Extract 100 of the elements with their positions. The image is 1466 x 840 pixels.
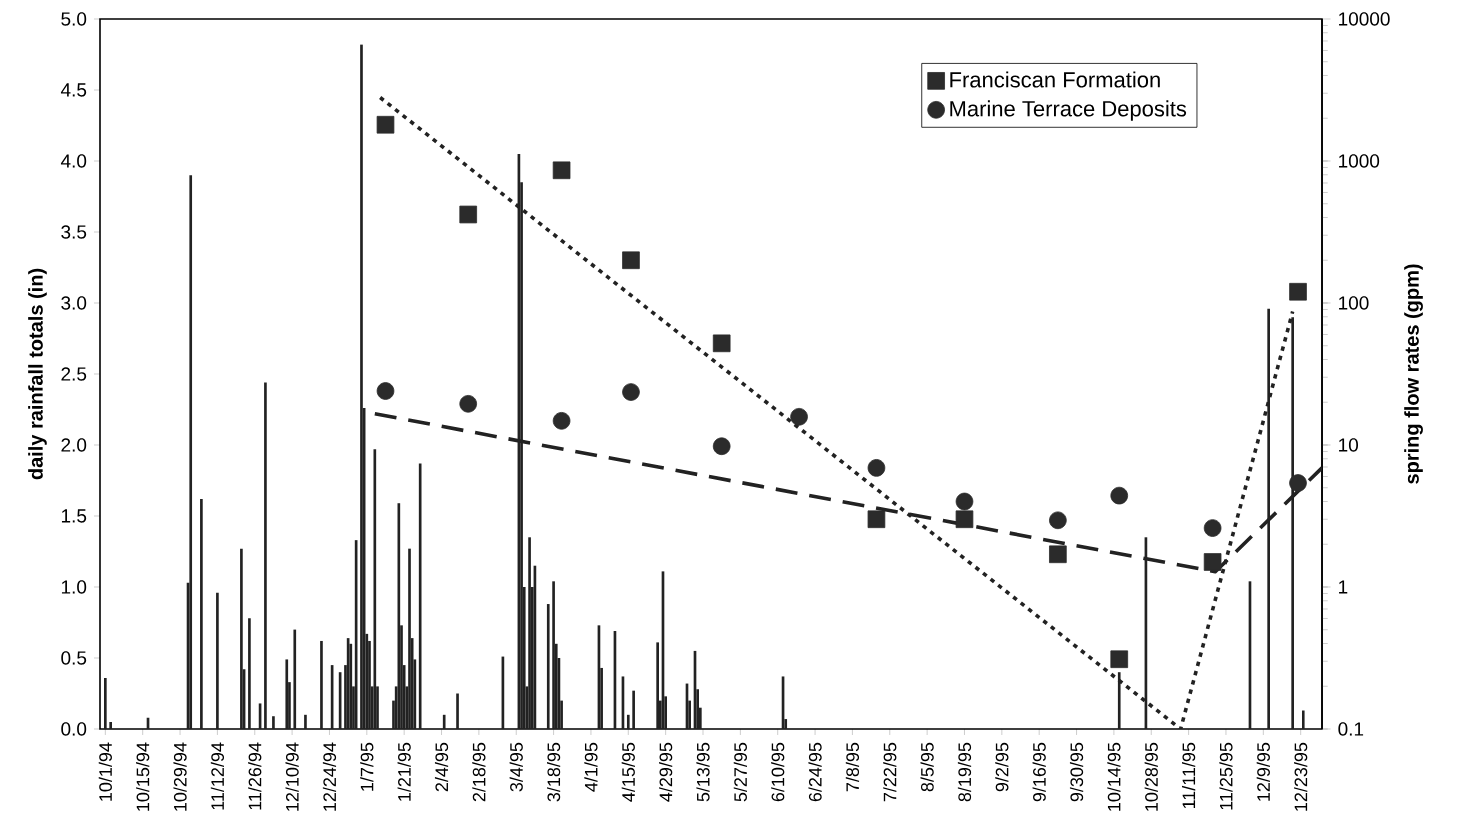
x-tick-label: 10/28/95: [1144, 742, 1158, 811]
bar: [408, 548, 411, 729]
bar: [264, 382, 267, 729]
legend-label: Marine Terrace Deposits: [950, 100, 1187, 121]
x-tick-label: 12/10/94: [285, 742, 299, 811]
x-tick-label: 10/15/94: [136, 742, 150, 811]
point: [552, 161, 571, 180]
x-tick-label: 5/27/95: [733, 742, 747, 802]
x-tick-label: 10/14/95: [1107, 742, 1121, 811]
bar: [360, 44, 363, 729]
bar: [285, 659, 289, 729]
point: [622, 383, 640, 401]
bar: [189, 175, 193, 729]
y2-tick-label: 10: [1339, 438, 1359, 452]
point: [376, 382, 395, 400]
x-tick-label: 2/4/95: [434, 742, 449, 792]
point: [1049, 511, 1067, 530]
y-tick-label: 2.0: [61, 438, 87, 452]
bar: [456, 693, 459, 729]
bar: [240, 548, 243, 729]
point: [867, 459, 886, 477]
point: [459, 205, 478, 224]
x-tick-label: 8/19/95: [957, 742, 972, 802]
bar: [656, 642, 659, 729]
bar: [320, 640, 323, 729]
bar: [546, 604, 550, 729]
point: [552, 412, 571, 430]
legend-label: Franciscan Formation: [950, 71, 1160, 88]
bar: [552, 581, 555, 729]
x-tick-label: 4/15/95: [621, 742, 635, 802]
x-tick-label: 6/24/95: [808, 742, 822, 802]
x-tick-label: 10/29/94: [173, 742, 187, 811]
x-tick-label: 11/25/95: [1219, 742, 1233, 810]
bar: [200, 498, 203, 729]
y-tick-label: 0.5: [61, 651, 87, 665]
point: [1110, 486, 1129, 505]
x-tick-label: 9/30/95: [1069, 742, 1084, 802]
bar: [304, 714, 307, 729]
point: [459, 395, 478, 413]
bar: [293, 629, 297, 729]
x-tick-label: 11/11/95: [1181, 742, 1196, 809]
y2-tick-label: 0.1: [1338, 722, 1364, 736]
y-tick-label: 3.0: [61, 296, 87, 310]
x-tick-label: 7/8/95: [845, 742, 860, 792]
bar: [626, 714, 630, 729]
x-tick-label: 5/13/95: [696, 742, 710, 802]
y2-tick-label: 1: [1339, 580, 1348, 594]
y-axis-title: daily rainfall totals (in): [28, 268, 47, 480]
bar: [528, 537, 531, 729]
x-tick-label: 3/18/95: [546, 742, 561, 802]
y-tick-label: 1.0: [61, 580, 87, 594]
x-tick-label: 11/12/94: [210, 742, 225, 810]
point: [1049, 545, 1067, 564]
x-tick-label: 11/26/94: [248, 742, 262, 810]
y-tick-label: 5.0: [61, 12, 87, 26]
x-tick-label: 4/29/95: [659, 742, 673, 802]
point: [867, 510, 886, 529]
x-tick-label: 12/23/95: [1294, 742, 1308, 811]
point: [1289, 474, 1307, 492]
y-tick-label: 4.0: [60, 154, 87, 168]
bar: [109, 721, 112, 729]
y-tick-label: 3.5: [61, 225, 87, 239]
x-tick-label: 9/16/95: [1032, 742, 1046, 802]
point: [712, 334, 731, 353]
y2-tick-label: 1000: [1339, 154, 1380, 168]
point: [955, 492, 974, 511]
point: [1289, 282, 1307, 301]
x-tick-label: 9/2/95: [995, 742, 1009, 792]
bar: [248, 618, 251, 729]
y-tick-label: 0.0: [61, 722, 87, 736]
point: [1203, 519, 1222, 537]
y-tick-label: 2.5: [61, 367, 87, 381]
point: [712, 437, 731, 456]
point: [376, 115, 395, 134]
bar: [104, 677, 107, 729]
x-tick-label: 10/1/94: [98, 742, 112, 801]
point: [955, 510, 974, 529]
x-tick-label: 8/5/95: [920, 742, 934, 792]
x-tick-label: 6/10/95: [771, 742, 785, 802]
point: [1203, 553, 1222, 571]
x-tick-label: 1/21/95: [397, 742, 411, 801]
y2-tick-label: 10000: [1339, 12, 1390, 26]
y-tick-label: 4.5: [60, 83, 87, 97]
x-tick-label: 12/24/94: [322, 742, 337, 811]
x-tick-label: 3/4/95: [509, 742, 523, 792]
point: [622, 251, 640, 270]
bar: [216, 592, 219, 729]
y2-tick-label: 100: [1339, 296, 1369, 310]
x-tick-label: 7/22/95: [883, 742, 897, 802]
bar: [418, 463, 422, 729]
y-tick-label: 1.5: [61, 509, 87, 523]
y2-axis-title: spring flow rates (gpm): [1404, 264, 1423, 484]
point: [790, 407, 808, 426]
x-tick-label: 12/9/95: [1256, 742, 1270, 801]
point: [1110, 650, 1129, 669]
bar: [632, 690, 635, 729]
bar: [272, 716, 275, 729]
x-tick-label: 1/7/95: [360, 742, 374, 791]
bar: [442, 714, 446, 729]
x-tick-label: 2/18/95: [472, 742, 486, 802]
